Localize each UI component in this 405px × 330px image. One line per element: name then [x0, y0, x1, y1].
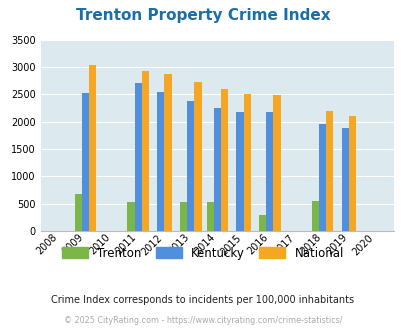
Bar: [75, 194, 82, 231]
Text: Trenton Property Crime Index: Trenton Property Crime Index: [75, 8, 330, 23]
Bar: [141, 71, 149, 231]
Bar: [194, 82, 201, 231]
Bar: [318, 124, 325, 231]
Bar: [325, 111, 333, 231]
Bar: [164, 74, 171, 231]
Bar: [180, 202, 187, 231]
Bar: [220, 89, 227, 231]
Text: Crime Index corresponds to incidents per 100,000 inhabitants: Crime Index corresponds to incidents per…: [51, 295, 354, 305]
Text: © 2025 CityRating.com - https://www.cityrating.com/crime-statistics/: © 2025 CityRating.com - https://www.city…: [64, 316, 341, 325]
Bar: [82, 93, 89, 231]
Bar: [266, 112, 273, 231]
Bar: [206, 202, 213, 231]
Bar: [127, 202, 134, 231]
Bar: [341, 128, 348, 231]
Bar: [273, 95, 280, 231]
Bar: [311, 201, 318, 231]
Bar: [187, 101, 194, 231]
Bar: [243, 94, 250, 231]
Bar: [89, 65, 96, 231]
Legend: Trenton, Kentucky, National: Trenton, Kentucky, National: [62, 247, 343, 260]
Bar: [236, 112, 243, 231]
Bar: [157, 91, 164, 231]
Bar: [213, 108, 220, 231]
Bar: [259, 215, 266, 231]
Bar: [348, 115, 355, 231]
Bar: [134, 83, 141, 231]
